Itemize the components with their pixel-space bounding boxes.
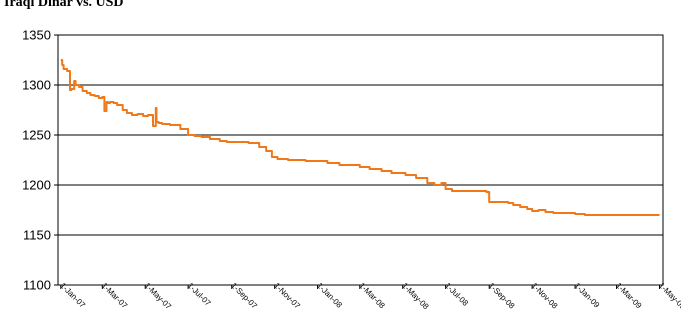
x-tick-label: 1-May-08 <box>400 281 431 312</box>
gridlines <box>58 84 663 236</box>
y-tick-label: 1150 <box>23 228 51 243</box>
series-group <box>60 59 660 216</box>
x-tick-label: 1-May-07 <box>143 281 174 312</box>
x-tick-label: 1-May-09 <box>657 281 681 312</box>
y-tick-label: 1200 <box>22 178 51 193</box>
y-tick-label: 1300 <box>22 78 51 93</box>
y-tick-label: 1250 <box>22 128 51 143</box>
chart-title: Iraqi Dinar vs. USD <box>4 0 124 10</box>
y-tick-label: 1100 <box>23 278 51 293</box>
series-line <box>60 59 660 216</box>
y-tick-label: 1350 <box>22 28 51 43</box>
y-axis: 1100 1150 1200 1250 1300 1350 <box>22 28 58 293</box>
plot-area <box>57 34 664 286</box>
x-axis: 1-Jan-07 1-Mar-07 1-May-07 1-Jul-07 1-Sep-07… <box>58 281 681 312</box>
